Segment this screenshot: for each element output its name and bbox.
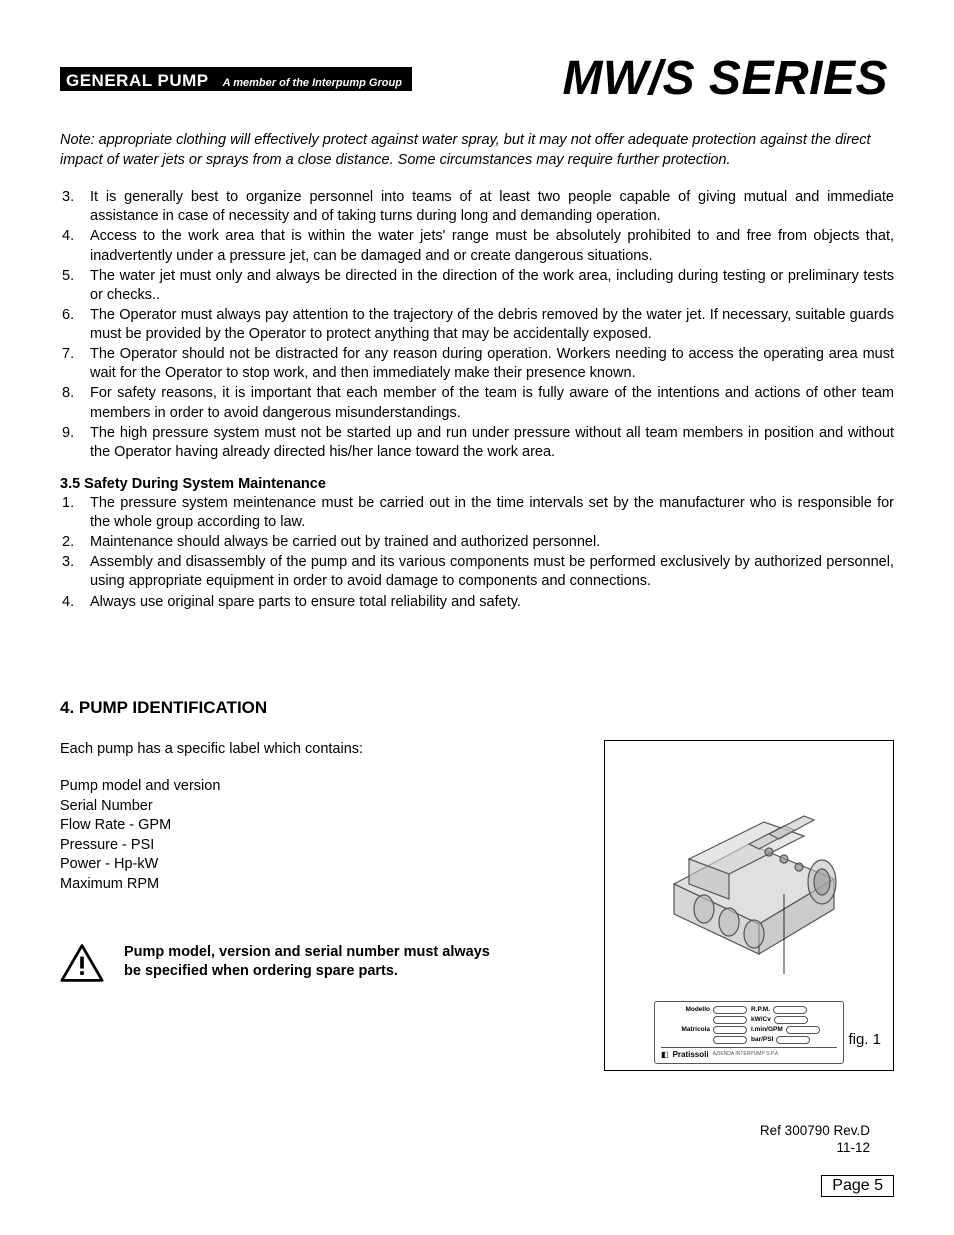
pump-illustration — [613, 749, 885, 989]
list-item: 9.The high pressure system must not be s… — [60, 424, 894, 462]
subsection-35-heading: 3.5 Safety During System Maintenance — [60, 476, 894, 492]
pump-nameplate: Modello R.P.M. kW/Cv Matricola l.min/GPM bar/… — [654, 1001, 844, 1064]
pump-id-field: Serial Number — [60, 797, 584, 817]
list-item-text: The water jet must only and always be di… — [90, 267, 894, 305]
maintenance-list: 1.The pressure system meintenance must b… — [60, 494, 894, 612]
plate-cell-left — [661, 1036, 747, 1044]
list-item: 8.For safety reasons, it is important th… — [60, 384, 894, 422]
plate-cell-right: l.min/GPM — [751, 1026, 837, 1034]
list-item-number: 2. — [60, 533, 90, 552]
page-number: Page 5 — [821, 1175, 894, 1197]
figure-caption: fig. 1 — [848, 1031, 881, 1048]
doc-ref-date: 11-12 — [760, 1139, 870, 1157]
plate-cell-left — [661, 1016, 747, 1024]
list-item-number: 3. — [60, 188, 90, 226]
list-item-text: The Operator must always pay attention t… — [90, 306, 894, 344]
pump-id-field: Maximum RPM — [60, 875, 584, 895]
pump-id-field: Pressure - PSI — [60, 836, 584, 856]
list-item: 3.It is generally best to organize perso… — [60, 188, 894, 226]
brand-block: GENERAL PUMP A member of the Interpump G… — [60, 67, 412, 91]
list-item-number: 1. — [60, 494, 90, 532]
list-item-text: Always use original spare parts to ensur… — [90, 593, 894, 612]
list-item-number: 5. — [60, 267, 90, 305]
brand-tagline: A member of the Interpump Group — [223, 77, 402, 89]
list-item-text: The high pressure system must not be sta… — [90, 424, 894, 462]
plate-cell-right: kW/Cv — [751, 1016, 837, 1024]
brand-name: GENERAL PUMP — [66, 71, 209, 91]
plate-cell-right: bar/PSI — [751, 1036, 837, 1044]
list-item: 2.Maintenance should always be carried o… — [60, 533, 894, 552]
figure-1-box: Modello R.P.M. kW/Cv Matricola l.min/GPM bar/… — [604, 740, 894, 1071]
note-paragraph: Note: appropriate clothing will effectiv… — [60, 131, 894, 170]
list-item: 3.Assembly and disassembly of the pump a… — [60, 553, 894, 591]
plate-brand: Pratissoli — [673, 1050, 709, 1059]
plate-cell-left: Matricola — [661, 1026, 747, 1034]
list-item: 7.The Operator should not be distracted … — [60, 345, 894, 383]
list-item-number: 7. — [60, 345, 90, 383]
plate-cell-left: Modello — [661, 1006, 747, 1014]
pump-identification-row: Each pump has a specific label which con… — [60, 740, 894, 1071]
pump-id-fields: Pump model and versionSerial NumberFlow … — [60, 777, 584, 894]
page-header: GENERAL PUMP A member of the Interpump G… — [60, 55, 894, 103]
doc-ref-code: Ref 300790 Rev.D — [760, 1122, 870, 1140]
list-item-text: It is generally best to organize personn… — [90, 188, 894, 226]
list-item-text: The pressure system meintenance must be … — [90, 494, 894, 532]
list-item: 6.The Operator must always pay attention… — [60, 306, 894, 344]
list-item-text: The Operator should not be distracted fo… — [90, 345, 894, 383]
document-reference: Ref 300790 Rev.D 11-12 — [760, 1122, 870, 1157]
warning-text: Pump model, version and serial number mu… — [124, 943, 504, 982]
plate-smalltext: AZIENDA INTERPUMP S.P.A — [713, 1051, 779, 1057]
pump-id-intro: Each pump has a specific label which con… — [60, 740, 584, 760]
list-item-text: Maintenance should always be carried out… — [90, 533, 894, 552]
list-item-number: 9. — [60, 424, 90, 462]
warning-icon — [60, 943, 104, 983]
list-item: 1.The pressure system meintenance must b… — [60, 494, 894, 532]
pump-id-field: Pump model and version — [60, 777, 584, 797]
list-item-text: For safety reasons, it is important that… — [90, 384, 894, 422]
section-4-heading: 4. PUMP IDENTIFICATION — [60, 698, 894, 718]
series-title: MW/S SERIES — [562, 55, 888, 103]
list-item-number: 8. — [60, 384, 90, 422]
list-item: 5.The water jet must only and always be … — [60, 267, 894, 305]
list-item: 4.Access to the work area that is within… — [60, 227, 894, 265]
warning-row: Pump model, version and serial number mu… — [60, 943, 584, 983]
plate-cell-right: R.P.M. — [751, 1006, 837, 1014]
pump-id-field: Flow Rate - GPM — [60, 816, 584, 836]
list-item: 4.Always use original spare parts to ens… — [60, 593, 894, 612]
list-item-text: Access to the work area that is within t… — [90, 227, 894, 265]
list-item-number: 4. — [60, 593, 90, 612]
safety-list: 3.It is generally best to organize perso… — [60, 188, 894, 462]
list-item-number: 4. — [60, 227, 90, 265]
list-item-number: 6. — [60, 306, 90, 344]
list-item-text: Assembly and disassembly of the pump and… — [90, 553, 894, 591]
pump-id-field: Power - Hp-kW — [60, 855, 584, 875]
pump-id-text-column: Each pump has a specific label which con… — [60, 740, 584, 1071]
list-item-number: 3. — [60, 553, 90, 591]
